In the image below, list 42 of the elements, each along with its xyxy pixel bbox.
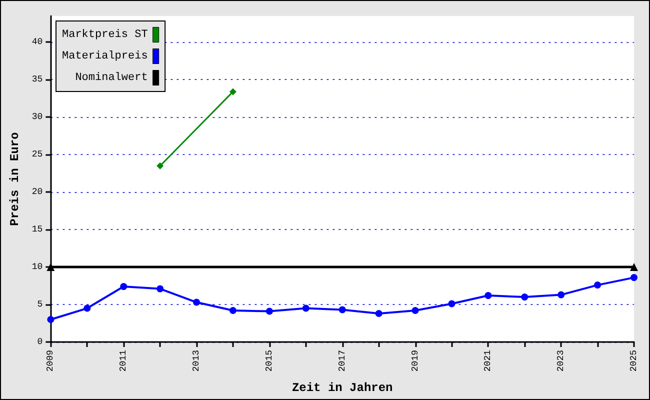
x-tick-label: 2013 bbox=[192, 350, 202, 372]
y-tick-label: 30 bbox=[32, 112, 43, 122]
point bbox=[229, 88, 236, 96]
x-tick-label: 2011 bbox=[118, 350, 129, 372]
point bbox=[266, 308, 273, 315]
y-tick-label: 10 bbox=[32, 262, 43, 272]
y-tick-label: 20 bbox=[32, 187, 43, 198]
x-tick-label: 2009 bbox=[46, 350, 56, 372]
x-tick-label: 2021 bbox=[483, 350, 494, 372]
point bbox=[412, 307, 419, 314]
point bbox=[302, 304, 310, 312]
point bbox=[156, 162, 164, 170]
y-tick-label: 15 bbox=[32, 224, 43, 235]
point bbox=[84, 304, 91, 312]
point bbox=[484, 292, 492, 300]
point bbox=[47, 316, 54, 324]
legend-label: Nominalwert bbox=[75, 72, 148, 84]
y-tick-label: 0 bbox=[37, 337, 43, 347]
point bbox=[558, 291, 565, 298]
x-tick-label: 2023 bbox=[556, 350, 566, 372]
legend-label: Materialpreis bbox=[62, 50, 148, 62]
y-tick-label: 35 bbox=[32, 74, 43, 85]
point bbox=[594, 282, 602, 289]
x-tick-label: 2015 bbox=[264, 350, 274, 372]
point bbox=[229, 307, 236, 314]
y-tick-label: 40 bbox=[32, 37, 43, 48]
point bbox=[448, 300, 456, 308]
y-tick-label: 25 bbox=[32, 150, 43, 160]
x-tick-label: 2017 bbox=[337, 350, 348, 372]
point bbox=[338, 306, 346, 314]
point bbox=[120, 283, 128, 290]
legend-label: Marktpreis ST bbox=[62, 28, 148, 41]
point bbox=[630, 274, 638, 282]
x-tick-label: 2019 bbox=[410, 350, 420, 372]
point bbox=[156, 285, 164, 292]
x-tick-label: 2025 bbox=[629, 350, 639, 372]
point bbox=[193, 298, 200, 306]
point bbox=[521, 294, 528, 301]
y-axis-title: Preis in Euro bbox=[8, 132, 22, 226]
x-axis-title: Zeit in Jahren bbox=[292, 381, 393, 395]
y-tick-label: 5 bbox=[37, 300, 43, 310]
point bbox=[375, 310, 382, 318]
